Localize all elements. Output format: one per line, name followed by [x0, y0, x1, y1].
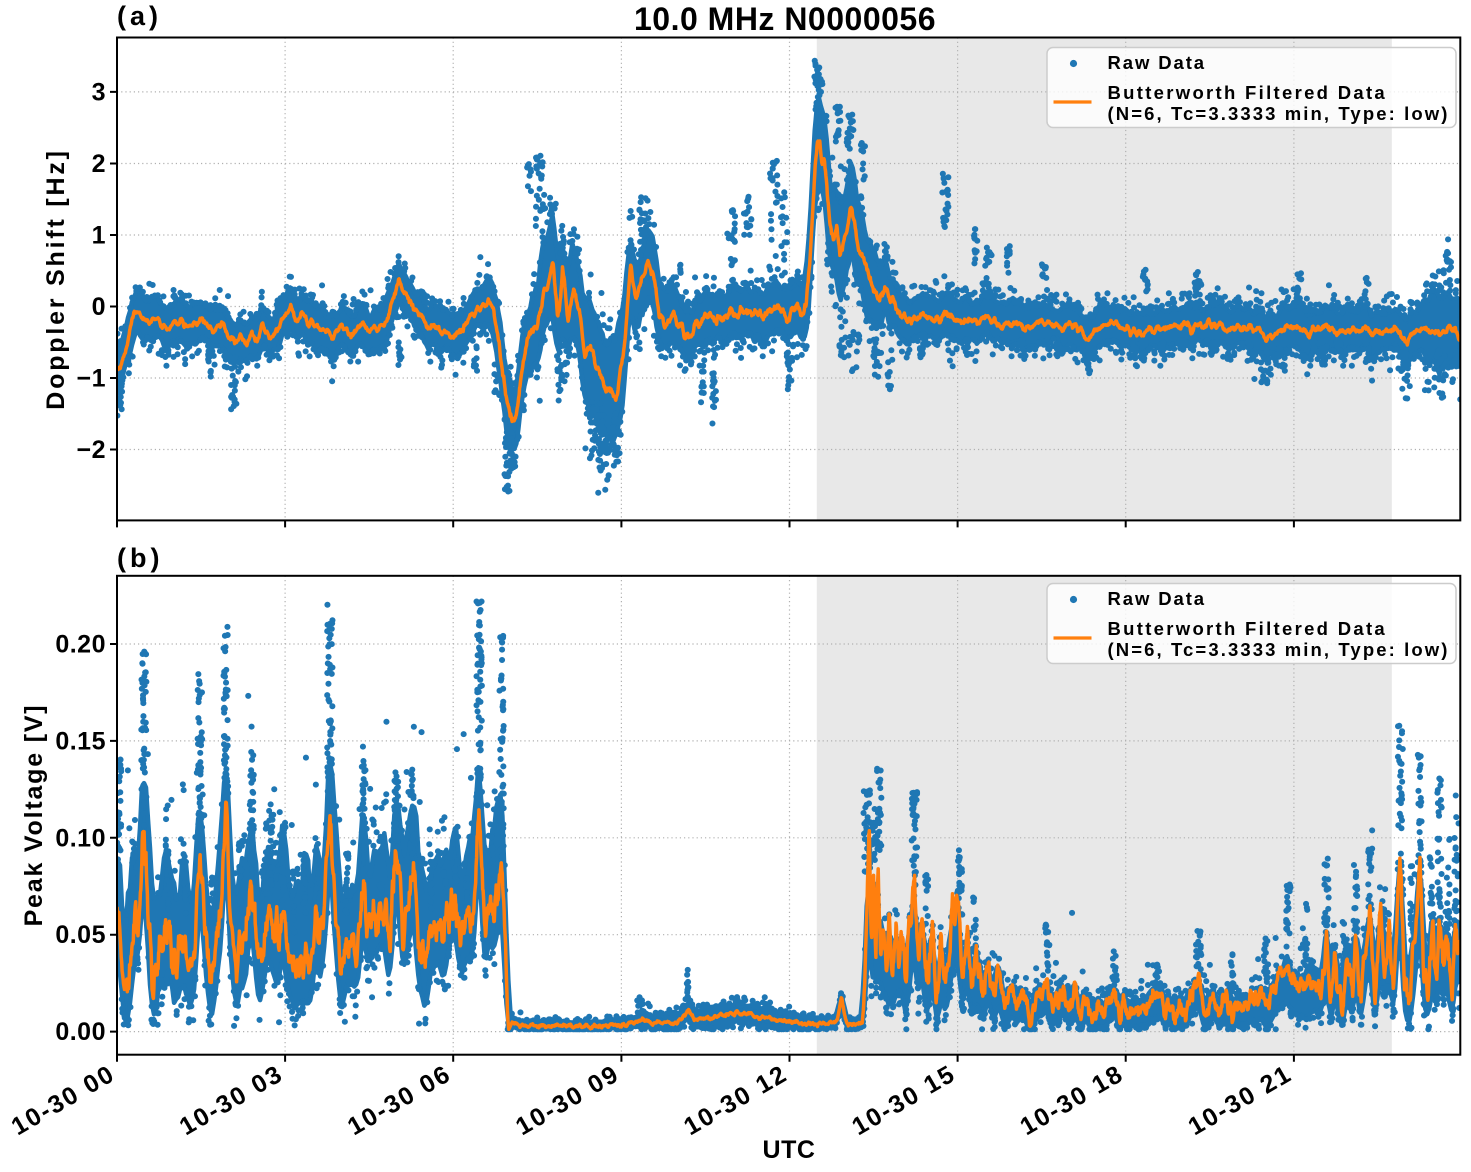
svg-text:−1: −1 [76, 365, 106, 393]
svg-text:0.05: 0.05 [55, 921, 106, 949]
svg-text:UTC: UTC [763, 1136, 816, 1164]
svg-text:Butterworth Filtered Data: Butterworth Filtered Data [1108, 618, 1388, 639]
svg-text:0.15: 0.15 [55, 727, 106, 755]
svg-text:Peak Voltage [V]: Peak Voltage [V] [20, 704, 48, 927]
svg-text:0.10: 0.10 [55, 824, 106, 852]
svg-text:10.0 MHz N0000056: 10.0 MHz N0000056 [634, 1, 936, 37]
svg-text:(N=6, Tc=3.3333 min, Type: low: (N=6, Tc=3.3333 min, Type: low) [1108, 103, 1450, 124]
svg-text:2: 2 [92, 150, 106, 178]
svg-text:3: 3 [92, 78, 106, 106]
svg-text:Butterworth Filtered Data: Butterworth Filtered Data [1108, 82, 1388, 103]
svg-text:(N=6, Tc=3.3333 min, Type: low: (N=6, Tc=3.3333 min, Type: low) [1108, 639, 1450, 660]
svg-text:0: 0 [92, 293, 106, 321]
svg-text:−2: −2 [76, 436, 106, 464]
svg-text:1: 1 [92, 222, 106, 250]
svg-text:0.00: 0.00 [55, 1018, 106, 1046]
svg-text:0.20: 0.20 [55, 631, 106, 659]
svg-text:Raw Data: Raw Data [1108, 52, 1206, 73]
svg-text:(a): (a) [117, 1, 162, 31]
svg-text:Raw Data: Raw Data [1108, 588, 1206, 609]
svg-text:(b): (b) [117, 543, 163, 573]
svg-text:Doppler Shift [Hz]: Doppler Shift [Hz] [42, 148, 70, 409]
